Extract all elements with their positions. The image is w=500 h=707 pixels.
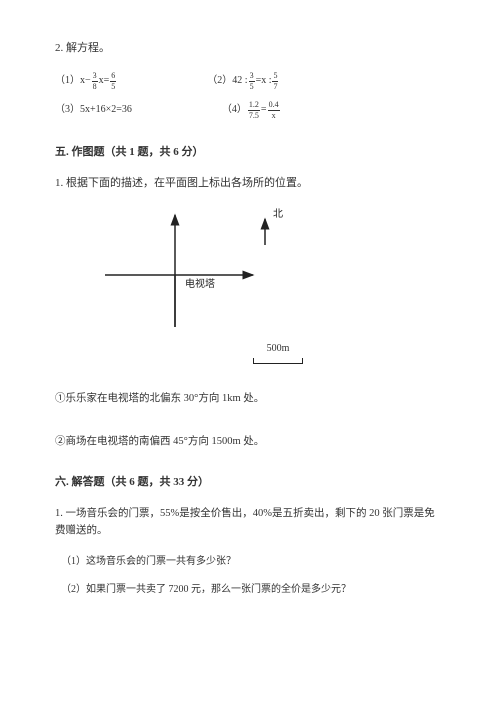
eq4-f2-num: 0.4 xyxy=(268,101,280,111)
scale-text: 500m xyxy=(253,341,303,357)
equation-3: （3）5x+16×2=36 xyxy=(55,101,132,120)
problem-2-title: 2. 解方程。 xyxy=(55,40,445,58)
eq1-f1-num: 3 xyxy=(92,72,98,82)
eq1-prefix: （1）x− xyxy=(55,73,91,89)
eq4-f2-den: x xyxy=(272,111,276,120)
axis-svg: 电视塔 xyxy=(105,207,345,377)
eq1-frac1: 3 8 xyxy=(92,72,98,91)
eq2-mid: =x : xyxy=(256,73,272,89)
section-5-sub2: ②商场在电视塔的南偏西 45°方向 1500m 处。 xyxy=(55,434,445,451)
scale-line-icon xyxy=(253,358,303,364)
eq1-f2-num: 6 xyxy=(110,72,116,82)
eq1-f2-den: 5 xyxy=(111,82,115,91)
equation-row-1: （1）x− 3 8 x= 6 5 （2）42 : 3 5 =x : 5 7 xyxy=(55,72,445,91)
equation-row-2: （3）5x+16×2=36 （4） 1.2 7.5 = 0.4 x xyxy=(55,101,445,120)
eq2-f2-num: 5 xyxy=(272,72,278,82)
section-5-title: 五. 作图题（共 1 题，共 6 分） xyxy=(55,144,445,162)
scale-bar: 500m xyxy=(253,341,303,364)
eq2-frac2: 5 7 xyxy=(272,72,278,91)
eq4-f1-num: 1.2 xyxy=(248,101,260,111)
eq4-f1-den: 7.5 xyxy=(249,111,259,120)
eq4-prefix: （4） xyxy=(222,102,247,118)
eq2-f2-den: 7 xyxy=(273,82,277,91)
eq2-f1-num: 3 xyxy=(249,72,255,82)
section-5-sub1: ①乐乐家在电视塔的北偏东 30°方向 1km 处。 xyxy=(55,391,445,408)
eq4-mid: = xyxy=(261,102,267,118)
section-6-q1-s2: （2）如果门票一共卖了 7200 元，那么一张门票的全价是多少元？ xyxy=(61,582,445,598)
equation-2: （2）42 : 3 5 =x : 5 7 xyxy=(207,72,279,91)
section-6-q1: 1. 一场音乐会的门票，55%是按全价售出，40%是五折卖出，剩下的 20 张门… xyxy=(55,506,445,540)
north-label: 北 xyxy=(273,207,283,223)
section-6-title: 六. 解答题（共 6 题，共 33 分） xyxy=(55,474,445,492)
eq2-f1-den: 5 xyxy=(250,82,254,91)
equation-4: （4） 1.2 7.5 = 0.4 x xyxy=(222,101,281,120)
eq1-mid: x= xyxy=(99,73,110,89)
tower-label: 电视塔 xyxy=(185,277,215,290)
equation-1: （1）x− 3 8 x= 6 5 xyxy=(55,72,117,91)
eq4-frac2: 0.4 x xyxy=(268,101,280,120)
eq1-f1-den: 8 xyxy=(93,82,97,91)
axis-diagram: 电视塔 北 500m xyxy=(105,207,345,377)
eq1-frac2: 6 5 xyxy=(110,72,116,91)
eq2-prefix: （2）42 : xyxy=(207,73,247,89)
eq2-frac1: 3 5 xyxy=(249,72,255,91)
eq4-frac1: 1.2 7.5 xyxy=(248,101,260,120)
section-6-q1-s1: （1）这场音乐会的门票一共有多少张？ xyxy=(61,554,445,570)
section-5-q1: 1. 根据下面的描述，在平面图上标出各场所的位置。 xyxy=(55,175,445,193)
